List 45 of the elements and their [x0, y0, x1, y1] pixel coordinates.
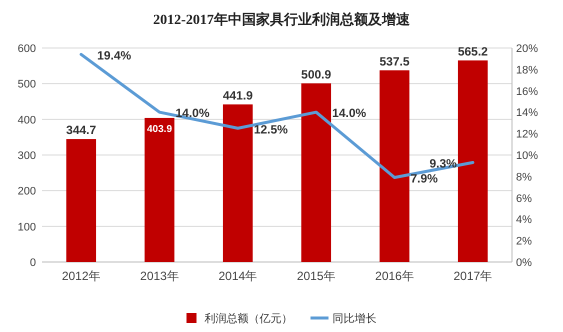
- bar: [301, 83, 332, 262]
- legend-label: 同比增长: [332, 312, 376, 325]
- x-tick-label: 2012年: [62, 269, 101, 283]
- y-tick-label: 200: [18, 186, 36, 198]
- y-tick-label: 100: [18, 221, 36, 234]
- bar: [222, 104, 253, 262]
- y-tick-label: 400: [18, 114, 36, 126]
- data-label: 344.7: [66, 123, 97, 138]
- y2-tick-label: 12%: [516, 128, 538, 141]
- y2-tick-label: 8%: [516, 171, 532, 184]
- legend-label: 利润总额（亿元）: [204, 312, 292, 325]
- y2-tick-label: 14%: [516, 107, 538, 120]
- y2-tick-label: 0%: [516, 257, 532, 269]
- y2-tick-label: 6%: [516, 192, 532, 205]
- y2-tick-label: 4%: [516, 214, 532, 226]
- bar: [458, 60, 488, 262]
- y-tick-label: 0: [30, 257, 36, 269]
- x-tick-label: 2015年: [296, 269, 336, 283]
- data-label: 19.4%: [97, 48, 132, 62]
- data-label: 14.0%: [332, 106, 367, 120]
- data-label: 500.9: [301, 67, 332, 82]
- x-tick-label: 2014年: [218, 269, 258, 283]
- chart-title: 2012-2017年中国家具行业利润总额及增速: [153, 11, 411, 28]
- y2-tick-label: 18%: [516, 64, 538, 76]
- x-tick-label: 2016年: [375, 269, 414, 283]
- bar: [380, 70, 410, 262]
- y2-tick-label: 10%: [516, 150, 538, 162]
- data-label: 9.3%: [429, 156, 458, 170]
- data-label: 7.9%: [410, 171, 438, 186]
- y2-tick-label: 16%: [516, 86, 538, 98]
- data-label: 537.5: [379, 54, 410, 68]
- y2-tick-label: 2%: [516, 236, 532, 248]
- data-label: 565.2: [458, 44, 488, 58]
- data-label: 441.9: [222, 88, 254, 102]
- x-tick-label: 2013年: [140, 269, 179, 283]
- y-tick-label: 300: [18, 150, 36, 162]
- x-tick-label: 2017年: [453, 269, 492, 283]
- y2-tick-label: 20%: [516, 43, 538, 55]
- data-label: 403.9: [146, 124, 172, 135]
- bar: [66, 139, 96, 262]
- y-tick-label: 600: [18, 43, 36, 55]
- bar: [144, 118, 174, 262]
- data-label: 14.0%: [176, 106, 210, 120]
- y-tick-label: 500: [18, 78, 36, 91]
- data-label: 12.5%: [254, 122, 288, 136]
